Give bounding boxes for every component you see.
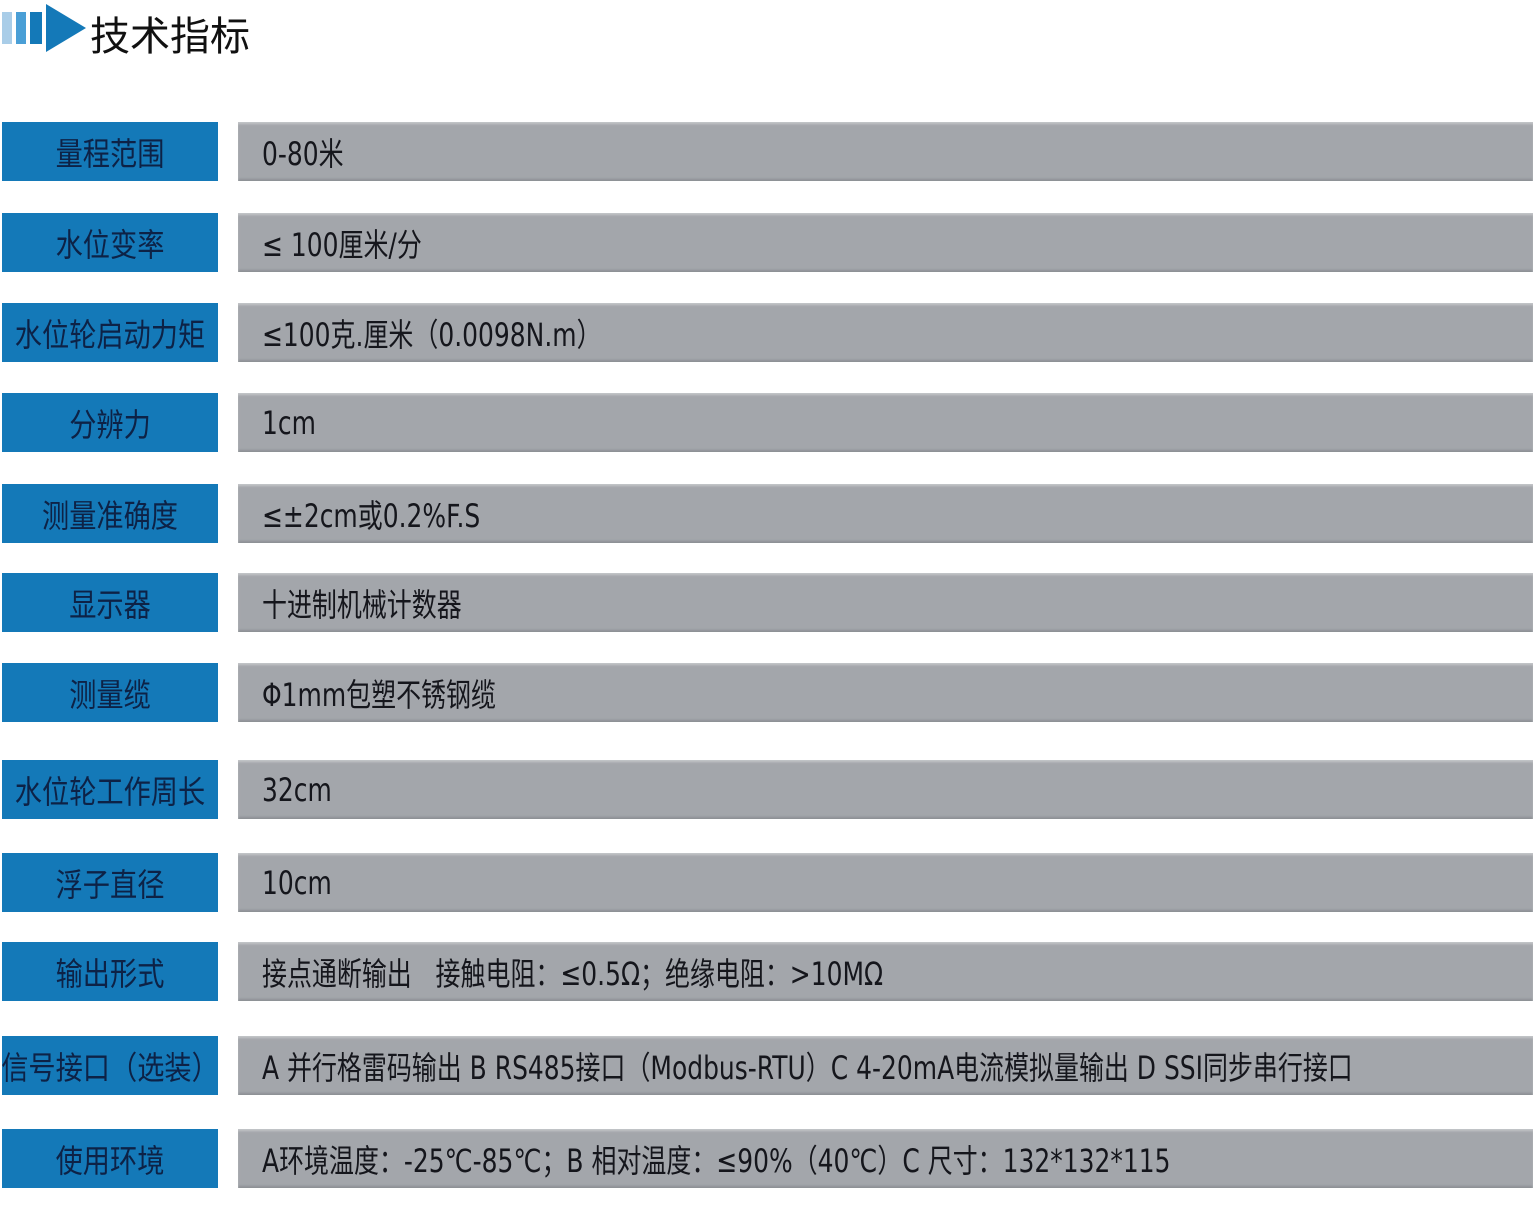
row-label-box: 信号接口（选装） — [2, 1036, 218, 1095]
row-label: 量程范围 — [55, 134, 165, 173]
row-value-box: 十进制机械计数器 — [238, 573, 1533, 632]
row-label: 输出形式 — [55, 954, 165, 993]
row-label-box: 使用环境 — [2, 1129, 218, 1188]
row-value: 10cm — [262, 863, 332, 902]
row-value: 32cm — [262, 770, 332, 809]
row-value-box: 1cm — [238, 393, 1533, 452]
row-value: ≤±2cm或0.2%F.S — [262, 496, 481, 535]
row-label: 显示器 — [69, 585, 151, 624]
row-value-box: ≤±2cm或0.2%F.S — [238, 484, 1533, 543]
row-value: 接点通断输出 接触电阻：≤0.5Ω；绝缘电阻：>10MΩ — [262, 954, 884, 993]
row-label-box: 输出形式 — [2, 942, 218, 1001]
header-icon — [2, 4, 86, 52]
row-label: 测量准确度 — [41, 496, 178, 535]
row-value: A环境温度：-25℃-85℃；B 相对温度：≤90%（40℃）C 尺寸：132*… — [262, 1141, 1171, 1180]
row-label: 水位变率 — [55, 225, 165, 264]
row-label: 使用环境 — [55, 1141, 165, 1180]
row-value: Φ1mm包塑不锈钢缆 — [262, 675, 496, 714]
row-value: 1cm — [262, 403, 316, 442]
row-label: 水位轮工作周长 — [14, 772, 206, 811]
row-label-box: 水位变率 — [2, 213, 218, 272]
row-value-box: 接点通断输出 接触电阻：≤0.5Ω；绝缘电阻：>10MΩ — [238, 942, 1533, 1001]
row-label-box: 测量准确度 — [2, 484, 218, 543]
row-label-box: 量程范围 — [2, 122, 218, 181]
row-label-box: 分辨力 — [2, 393, 218, 452]
row-value-box: 10cm — [238, 853, 1533, 912]
row-label: 信号接口（选装） — [2, 1048, 218, 1087]
row-label: 测量缆 — [69, 675, 151, 714]
row-label-box: 水位轮工作周长 — [2, 760, 218, 819]
row-label-box: 水位轮启动力矩 — [2, 303, 218, 362]
row-label: 浮子直径 — [55, 865, 165, 904]
row-value-box: ≤100克.厘米（0.0098N.m） — [238, 303, 1533, 362]
row-value: A 并行格雷码输出 B RS485接口（Modbus-RTU）C 4-20mA电… — [262, 1048, 1353, 1087]
row-value: ≤ 100厘米/分 — [262, 225, 422, 264]
row-value-box: 32cm — [238, 760, 1533, 819]
title: 技术指标 — [90, 14, 250, 60]
row-value: ≤100克.厘米（0.0098N.m） — [262, 315, 602, 354]
row-label-box: 显示器 — [2, 573, 218, 632]
row-value-box: ≤ 100厘米/分 — [238, 213, 1533, 272]
row-value: 0-80米 — [262, 134, 344, 173]
row-value-box: 0-80米 — [238, 122, 1533, 181]
row-value-box: A环境温度：-25℃-85℃；B 相对温度：≤90%（40℃）C 尺寸：132*… — [238, 1129, 1533, 1188]
row-value-box: A 并行格雷码输出 B RS485接口（Modbus-RTU）C 4-20mA电… — [238, 1036, 1533, 1095]
row-label-box: 测量缆 — [2, 663, 218, 722]
row-value: 十进制机械计数器 — [262, 585, 462, 624]
row-label: 水位轮启动力矩 — [14, 315, 206, 354]
row-value-box: Φ1mm包塑不锈钢缆 — [238, 663, 1533, 722]
row-label-box: 浮子直径 — [2, 853, 218, 912]
row-label: 分辨力 — [69, 405, 151, 444]
